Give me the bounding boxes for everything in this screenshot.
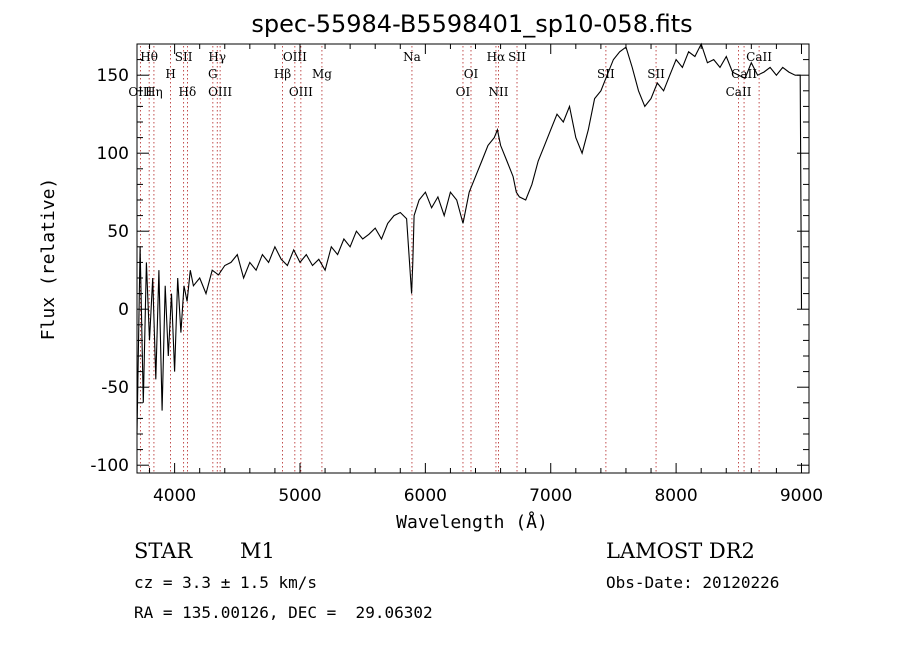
spectral-line-label: OIII <box>208 85 232 99</box>
plot-frame <box>136 43 810 474</box>
y-tick-label: 0 <box>118 300 129 320</box>
y-tick-label: -100 <box>90 456 129 476</box>
chart-title: spec-55984-B5598401_sp10-058.fits <box>251 10 692 38</box>
y-tick-label: -50 <box>101 378 129 398</box>
spectral-line-markers <box>139 46 760 473</box>
x-tick-label: 4000 <box>153 486 196 506</box>
spectral-line-label: OIII <box>289 85 313 99</box>
coordinates: RA = 135.00126, DEC = 29.06302 <box>134 603 433 622</box>
spectral-line-label: CaII <box>746 50 772 64</box>
spectral-line-label: Hη <box>145 85 163 99</box>
x-axis-label: Wavelength (Å) <box>396 511 548 533</box>
survey-name: LAMOST DR2 <box>606 539 755 563</box>
spectral-line-label: NII <box>488 85 508 99</box>
x-tick-label: 6000 <box>404 486 447 506</box>
observation-date: Obs-Date: 20120226 <box>606 573 780 592</box>
object-class: STAR <box>134 539 193 563</box>
spectral-line-label: OIII <box>128 85 152 99</box>
x-tick-label: 8000 <box>654 486 697 506</box>
spectral-line-label: Hθ <box>140 50 158 64</box>
y-tick-label: 50 <box>107 222 129 242</box>
spectral-line-label: Mg <box>312 67 332 81</box>
spectral-line-label: SII <box>647 67 665 81</box>
spectral-line-label: SII <box>597 67 615 81</box>
spectrum-series <box>136 42 803 435</box>
spectral-line-label: Na <box>403 50 421 64</box>
spectral-line-label: OIII <box>283 50 307 64</box>
object-subclass: M1 <box>240 539 275 563</box>
spectrum-chart: spec-55984-B5598401_sp10-058.fits Hθ OIII… <box>38 10 823 533</box>
spectral-line-label: Hα <box>487 50 506 64</box>
redshift-info: cz = 3.3 ± 1.5 km/s <box>134 573 318 592</box>
x-tick-label: 5000 <box>278 486 321 506</box>
y-tick-label: 150 <box>97 66 129 86</box>
spectral-line-label: Hβ <box>274 67 291 81</box>
spectral-line-label: Hδ <box>179 85 197 99</box>
axis-ticks: 4000 5000 6000 7000 8000 9000 -100 -50 0 50 100 150 <box>90 43 823 506</box>
spectral-line-label: SII <box>508 50 526 64</box>
spectral-line-label: CaII <box>726 85 752 99</box>
spectral-line-label: H <box>165 67 175 81</box>
spectral-line-label: OI <box>464 67 479 81</box>
y-tick-label: 100 <box>97 144 129 164</box>
x-tick-label: 9000 <box>780 486 823 506</box>
spectral-line-label: Hγ <box>208 50 226 64</box>
spectral-line-label: SII <box>175 50 193 64</box>
y-axis-label: Flux (relative) <box>38 178 59 341</box>
spectral-line-label: OI <box>456 85 471 99</box>
spectral-line-label: CaII <box>731 67 757 81</box>
x-tick-label: 7000 <box>529 486 572 506</box>
spectral-line-label: G <box>208 67 218 81</box>
